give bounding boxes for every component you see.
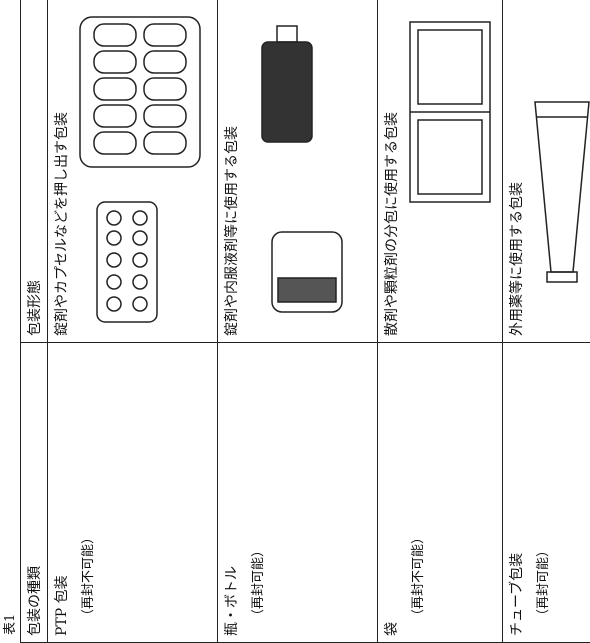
note: （再封可能） (536, 543, 551, 622)
row: 袋 （再封不可能） 散剤や顆粒剤の分包に使用する包装 (377, 0, 503, 643)
note: （再封可能） (251, 543, 266, 622)
type-cell: 瓶・ボトル （再封可能） (217, 342, 378, 643)
type-cell: 袋 （再封不可能） (377, 342, 503, 643)
header-cell: 包装の種類 (20, 342, 48, 643)
type: 瓶・ボトル (224, 566, 240, 636)
type: チューブ包装 (509, 552, 525, 636)
note: （再封不可能） (411, 530, 426, 622)
form-cell: 錠剤や内服液剤等に使用する包装 (217, 0, 378, 343)
packaging-table: 包装の種類 包装形態 PTP 包装 （再封不可能） 錠剤やカプセルなどを押し出す包… (20, 0, 590, 643)
description: 散剤や顆粒剤の分包に使用する包装 (384, 112, 400, 336)
row: チューブ包装 （再封可能） 外用薬等に使用する包装 (502, 0, 590, 643)
header-row: 包装の種類 包装形態 (20, 0, 48, 643)
row: 瓶・ボトル （再封可能） 錠剤や内服液剤等に使用する包装 (217, 0, 378, 643)
table-title: 表1 (3, 613, 18, 635)
ptp-illustration (79, 16, 201, 323)
form-cell: 外用薬等に使用する包装 (502, 0, 590, 343)
form-cell: 散剤や顆粒剤の分包に使用する包装 (377, 0, 503, 343)
form-cell: 錠剤やカプセルなどを押し出す包装 (47, 0, 218, 343)
tube-illustration (534, 101, 590, 283)
type-cell: チューブ包装 （再封可能） (502, 342, 590, 643)
type-cell: PTP 包装 （再封不可能） (47, 342, 218, 643)
header-cell: 包装形態 (20, 0, 48, 343)
note: （再封不可能） (81, 530, 96, 622)
type: PTP 包装 (54, 575, 70, 636)
row: PTP 包装 （再封不可能） 錠剤やカプセルなどを押し出す包装 (47, 0, 218, 643)
sachet-illustration (409, 21, 491, 203)
description: 錠剤や内服液剤等に使用する包装 (224, 126, 240, 336)
bottle-illustration (261, 25, 343, 313)
description: 外用薬等に使用する包装 (509, 182, 525, 336)
description: 錠剤やカプセルなどを押し出す包装 (54, 112, 70, 336)
type: 袋 (384, 622, 400, 636)
